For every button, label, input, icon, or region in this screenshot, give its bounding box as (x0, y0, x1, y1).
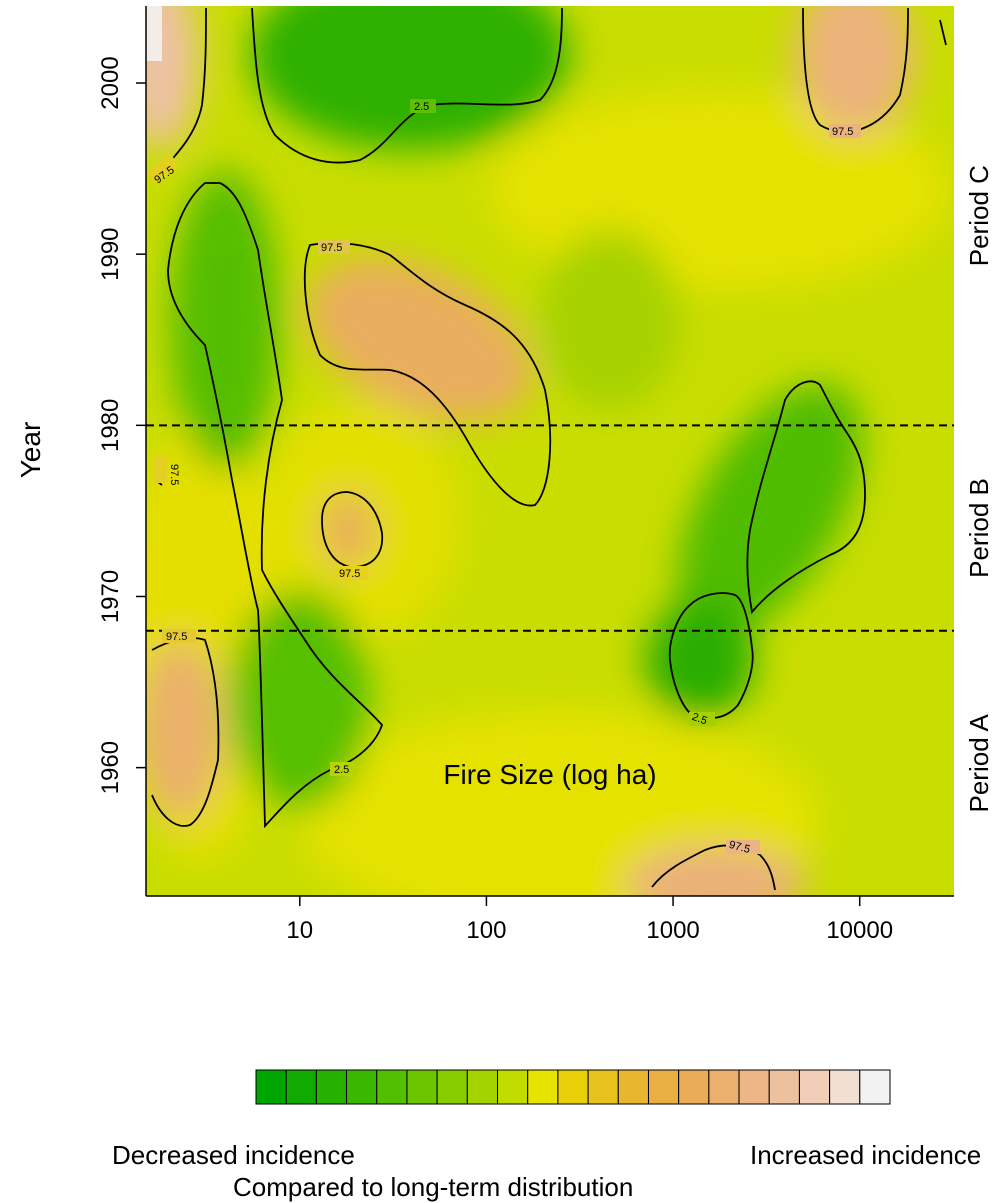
decrease-region-right-low (645, 600, 755, 720)
legend-swatch (497, 1069, 529, 1105)
contour-97-5-small (321, 491, 384, 568)
contour-label: 97.5 (728, 839, 752, 856)
period-label: Period A (964, 714, 994, 813)
contour-labels: 97.5 2.5 97.5 97.5 97.5 97.5 97.5 2.5 2.… (146, 99, 861, 856)
decrease-region-lower-left (230, 590, 370, 810)
increase-region-small (320, 492, 376, 568)
x-axis-ticks: 10 100 1000 10000 (286, 896, 893, 944)
legend-swatch (315, 1069, 348, 1105)
period-dividers (146, 424, 954, 632)
y-axis-label: Year (15, 422, 46, 479)
decrease-region-right (677, 383, 863, 637)
legend-swatch (285, 1069, 317, 1105)
legend-swatch (678, 1069, 710, 1105)
x-tick-label: 10 (286, 917, 313, 944)
increase-region-top-right (795, 6, 915, 135)
heatmap-max-corner (146, 6, 162, 61)
legend-swatch (527, 1069, 559, 1105)
increase-region-center (307, 258, 533, 422)
legend-swatch (859, 1069, 891, 1105)
contour-label: 2.5 (414, 101, 429, 113)
y-axis-ticks: 1960 1970 1980 1990 2000 (97, 56, 146, 794)
y-tick-label: 1970 (97, 570, 124, 623)
x-axis-label: Fire Size (log ha) (443, 759, 656, 790)
contour-label: 97.5 (339, 568, 360, 580)
neutral-band-lower (300, 710, 820, 896)
legend-left-label: Decreased incidence (112, 1140, 355, 1170)
heatmap-surface (146, 6, 954, 896)
legend-swatch (346, 1069, 378, 1105)
contour-label: 97.5 (166, 631, 187, 643)
legend-swatch (376, 1069, 408, 1105)
legend-caption: Compared to long-term distribution (233, 1172, 634, 1202)
contour-2-5-left (167, 182, 384, 829)
legend-swatch (647, 1069, 680, 1105)
legend-swatch (768, 1069, 800, 1105)
legend-swatch (738, 1069, 770, 1105)
contour-97-5-center (303, 242, 552, 507)
legend-swatch (466, 1069, 499, 1105)
contour-2-5-right (668, 380, 866, 719)
legend-swatch (708, 1069, 740, 1105)
y-tick-label: 1980 (97, 399, 124, 452)
increase-region-left-low (146, 640, 222, 820)
color-legend (255, 1069, 891, 1105)
legend-swatch (436, 1069, 468, 1105)
period-labels: Period A Period B Period C (964, 165, 994, 812)
decrease-region-left (170, 170, 280, 470)
y-tick-label: 1990 (97, 227, 124, 280)
period-label: Period B (964, 478, 994, 578)
contour-label: 2.5 (334, 764, 349, 776)
contour-label: 97.5 (168, 464, 180, 485)
contour-label: 2.5 (690, 711, 708, 728)
legend-right-label: Increased incidence (750, 1140, 982, 1170)
contour-2-5-top (251, 7, 563, 164)
legend-swatch (587, 1069, 619, 1105)
legend-swatch (255, 1069, 287, 1105)
decrease-region-mid (540, 230, 680, 410)
period-label: Period C (964, 165, 994, 266)
contour-label: 97.5 (832, 126, 853, 138)
y-tick-label: 1960 (97, 741, 124, 794)
contour-lines (151, 7, 947, 891)
increase-region-bottom (625, 845, 805, 896)
contour-97-5-left-low (151, 637, 220, 827)
decrease-region-top (250, 6, 570, 150)
legend-swatch (798, 1069, 831, 1105)
x-tick-label: 10000 (826, 917, 893, 944)
contour-97-5-edge-right (939, 19, 947, 46)
y-tick-label: 2000 (97, 56, 124, 109)
contour-label: 97.5 (321, 242, 342, 254)
x-tick-label: 100 (466, 917, 506, 944)
legend-swatch (406, 1069, 438, 1105)
legend-swatch (617, 1069, 649, 1105)
legend-swatch (557, 1069, 589, 1105)
x-tick-label: 1000 (646, 917, 699, 944)
legend-swatch (829, 1069, 861, 1105)
